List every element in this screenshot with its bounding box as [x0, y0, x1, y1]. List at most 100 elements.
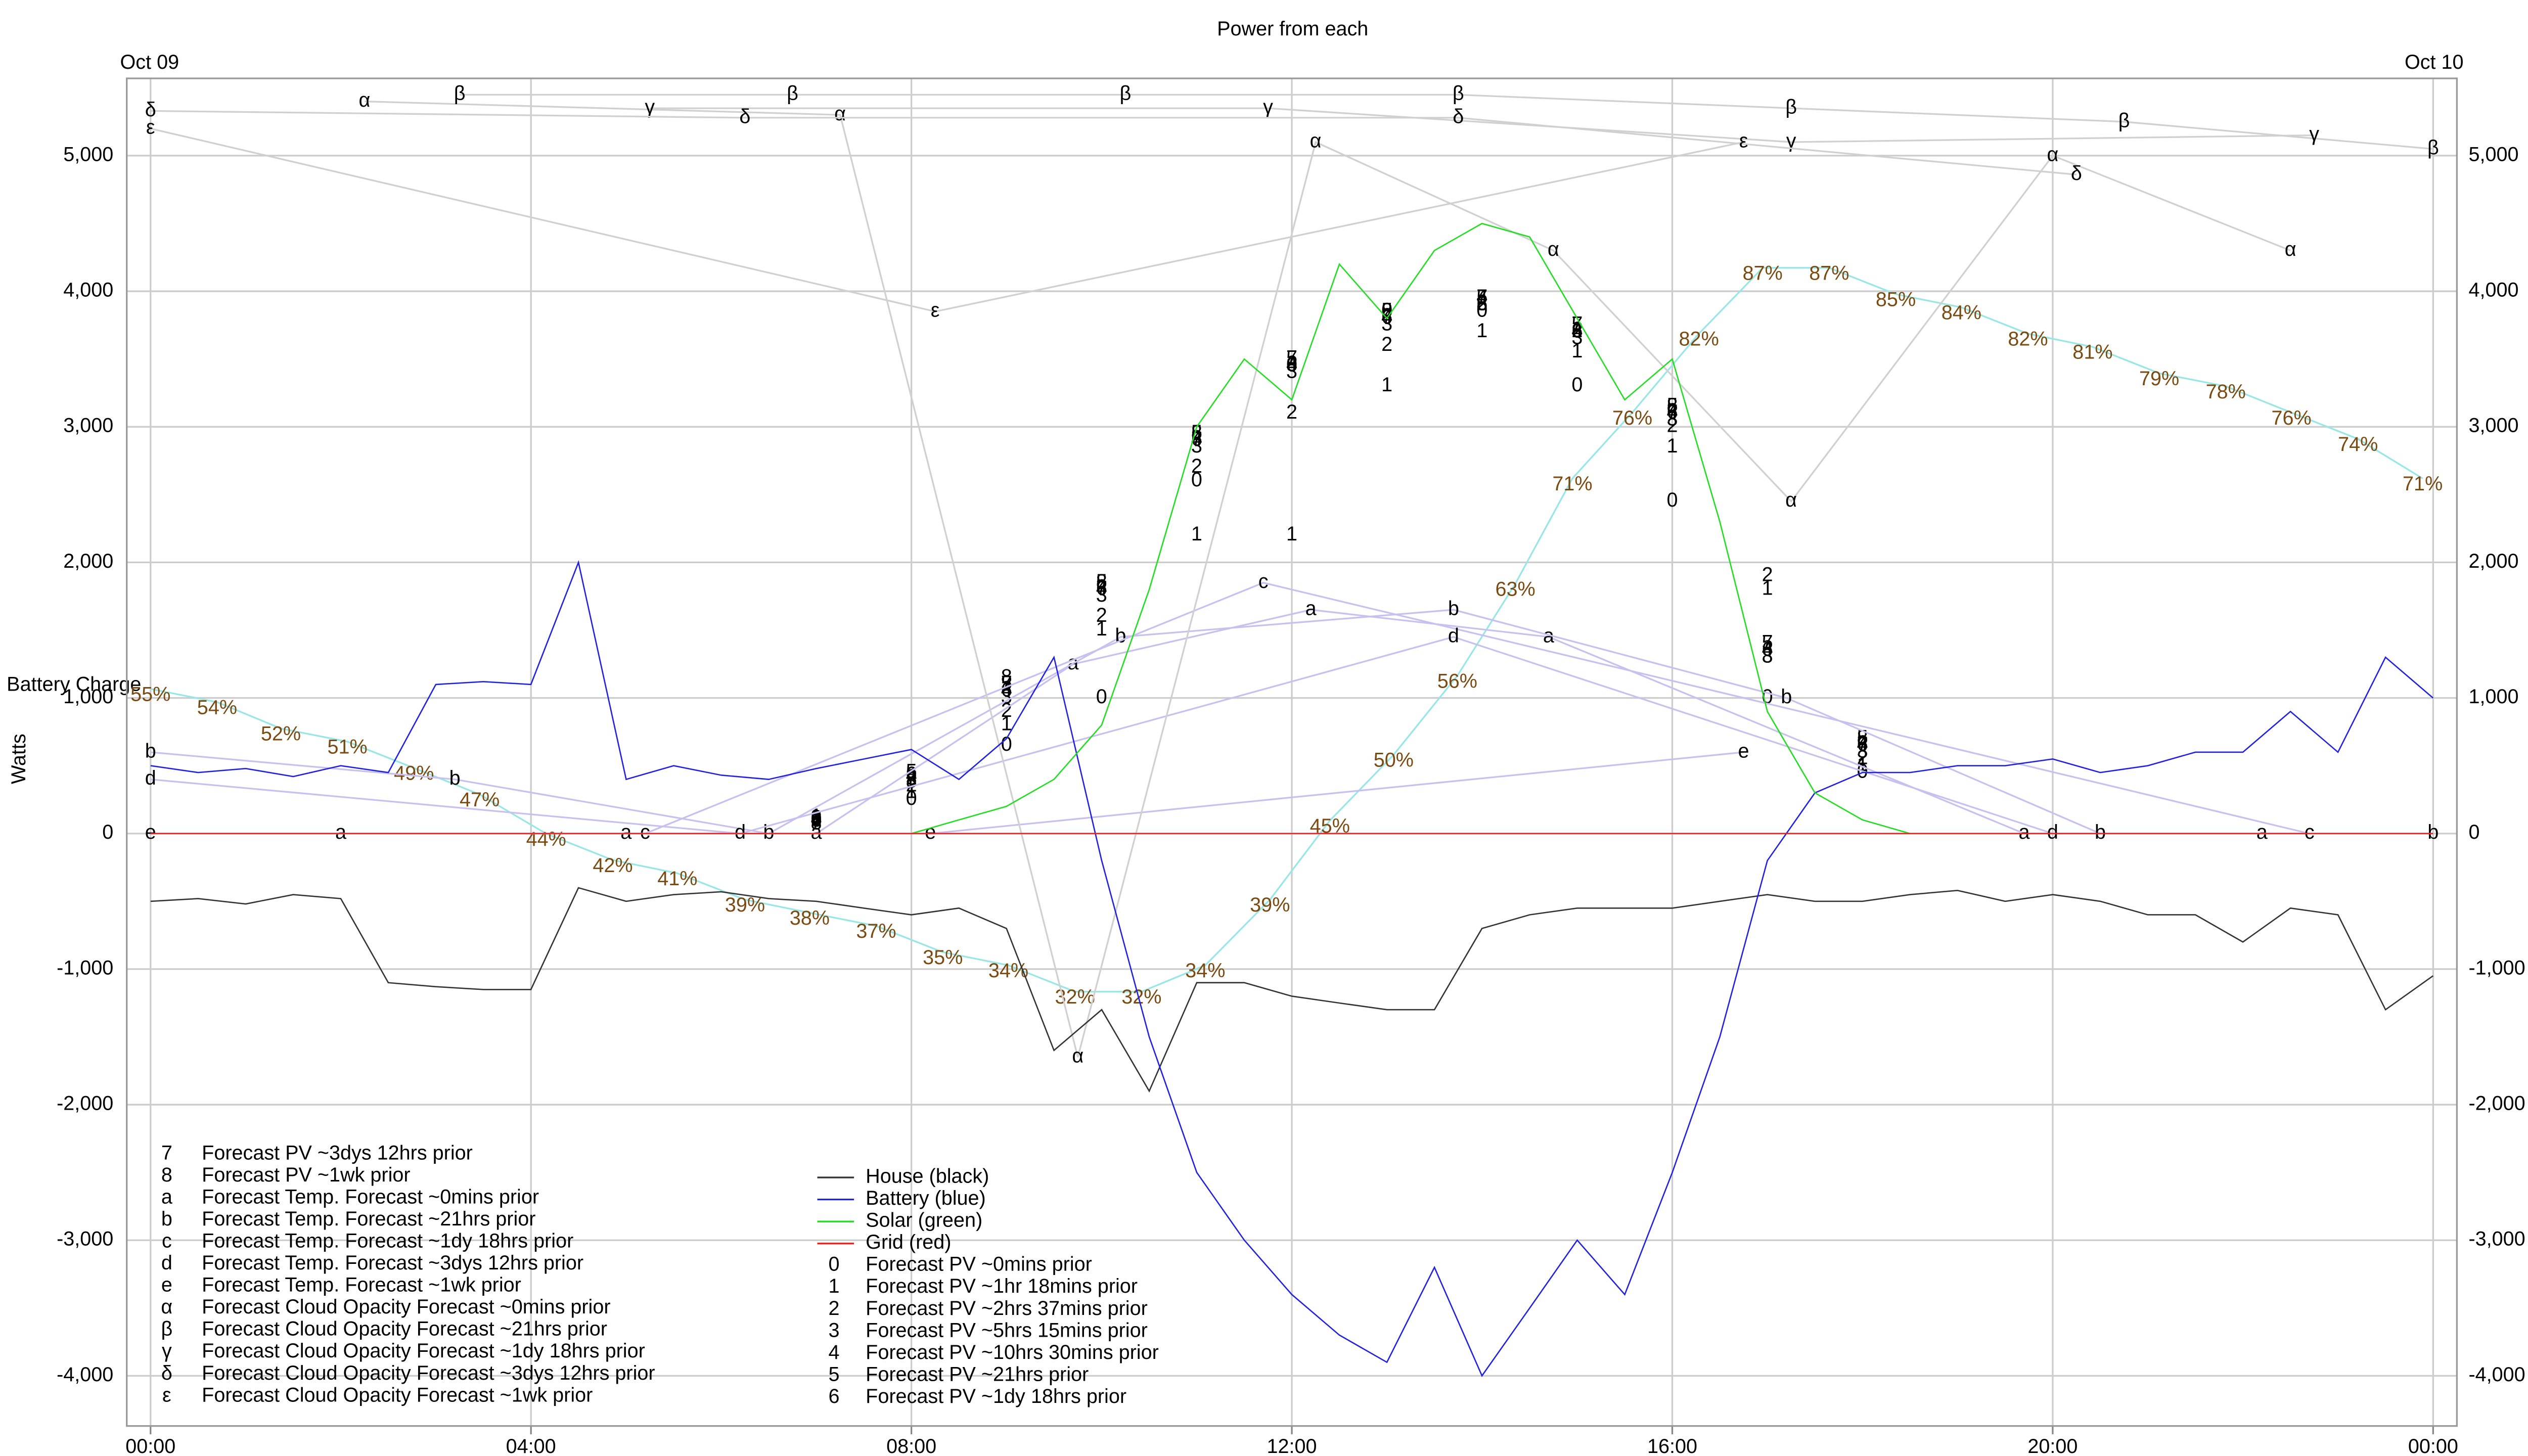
series-marker: ε [1739, 130, 1748, 152]
battery-charge-label: 32% [1121, 986, 1161, 1008]
series-marker: 6 [1001, 679, 1012, 701]
series-marker: 2 [1096, 604, 1107, 626]
legend-label: House (black) [866, 1165, 989, 1188]
legend-marker: 5 [828, 1363, 839, 1385]
y2-tick-label: -4,000 [2468, 1363, 2525, 1386]
series-marker: 4 [1857, 733, 1868, 755]
legend-marker: α [161, 1296, 172, 1318]
series-marker: δ [2071, 162, 2082, 185]
series-marker: 7 [1857, 733, 1868, 755]
start-date: Oct 09 [120, 51, 179, 73]
battery-charge-label: 55% [130, 684, 170, 706]
battery-charge-label: 54% [197, 697, 237, 719]
battery-charge-label: 44% [526, 828, 566, 850]
series-marker: 7 [1666, 401, 1678, 423]
legend-marker: 4 [828, 1341, 839, 1363]
series-marker: 2 [906, 774, 917, 796]
legend-marker: b [161, 1208, 172, 1230]
legend-marker: 1 [828, 1275, 839, 1297]
plot-frame [126, 77, 2458, 1427]
series-marker: 6 [1381, 306, 1392, 328]
legend-marker: c [162, 1230, 172, 1252]
chart-title: Power from each [1217, 18, 1368, 40]
series-marker: 1 [1381, 374, 1392, 396]
y-tick-label: 1,000 [63, 686, 113, 708]
battery-charge-label: 71% [2403, 473, 2443, 495]
series-line [150, 127, 1744, 312]
series-marker: 5 [1762, 631, 1773, 654]
battery-charge-label: 34% [988, 960, 1028, 982]
legend-label: Forecast Temp. Forecast ~3dys 12hrs prio… [202, 1252, 583, 1274]
series-marker: c [640, 821, 650, 843]
series-marker: 7 [811, 810, 822, 833]
series-marker: b [145, 740, 156, 762]
series-marker: 8 [1762, 645, 1773, 667]
series-marker: e [145, 821, 156, 843]
battery-charge-label: 56% [1437, 670, 1477, 693]
series-marker: 1 [1096, 618, 1107, 640]
series-marker: 4 [1762, 638, 1773, 660]
series-marker: ε [931, 299, 940, 322]
series-marker: 4 [1571, 320, 1583, 342]
series-marker: 7 [1381, 306, 1392, 328]
series-marker: c [1258, 570, 1269, 593]
series-marker: 3 [1381, 313, 1392, 335]
series-marker: γ [1263, 96, 1273, 118]
legend-marker: δ [161, 1362, 172, 1384]
series-marker: 3 [1096, 584, 1107, 606]
series-marker: 5 [1096, 570, 1107, 593]
y-tick-label: 2,000 [63, 550, 113, 572]
y-axis-label: Watts [8, 734, 30, 784]
battery-charge-label: 49% [394, 762, 434, 785]
battery-charge-label: 47% [460, 789, 500, 811]
series-marker: 2 [1857, 747, 1868, 769]
series-marker: 7 [1096, 577, 1107, 599]
series-marker: 7 [1762, 631, 1773, 654]
battery-charge-label: 37% [856, 920, 896, 942]
series-marker: 6 [1857, 733, 1868, 755]
series-marker: d [145, 767, 156, 789]
series-marker: 8 [1001, 665, 1012, 688]
legend-marker: ε [162, 1384, 171, 1406]
series-marker: 2 [1666, 415, 1678, 437]
series-marker: 2 [1286, 401, 1297, 423]
y-tick-label: -4,000 [57, 1363, 113, 1386]
y2-tick-label: 5,000 [2468, 143, 2518, 165]
legend-label: Forecast Temp. Forecast ~21hrs prior [202, 1208, 535, 1230]
series-marker: 6 [1666, 401, 1678, 423]
series-marker: 1 [1001, 713, 1012, 735]
y-tick-label: -1,000 [57, 957, 113, 979]
battery-charge-label: Battery Charge [7, 673, 141, 695]
battery-charge-label: 39% [1250, 894, 1290, 916]
series-marker: b [2095, 821, 2106, 843]
series-marker: 4 [1286, 353, 1297, 376]
legend-marker: d [161, 1252, 172, 1274]
x-tick-label: 20:00 [2027, 1435, 2078, 1456]
y2-tick-label: 3,000 [2468, 415, 2518, 437]
series-marker: δ [1453, 105, 1464, 127]
series-marker: 2 [1001, 699, 1012, 721]
series-marker: 0 [1001, 733, 1012, 755]
series-marker: 3 [1286, 360, 1297, 382]
legend-marker: a [161, 1186, 173, 1208]
series-marker: 0 [906, 787, 917, 809]
legend-label: Solar (green) [866, 1209, 982, 1232]
legend-label: Forecast Cloud Opacity Forecast ~1wk pri… [202, 1384, 593, 1406]
series-marker: β [1453, 82, 1464, 105]
series-marker: 6 [1571, 320, 1583, 342]
y2-tick-label: 1,000 [2468, 686, 2518, 708]
y-tick-label: 4,000 [63, 279, 113, 301]
series-line [645, 581, 2310, 835]
series-marker: 6 [1096, 577, 1107, 599]
legend-marker: β [161, 1318, 173, 1340]
series-marker: 1 [1476, 320, 1487, 342]
series-line [150, 609, 2433, 835]
series-line [460, 94, 2433, 150]
series-marker: α [2047, 143, 2058, 165]
series-marker: γ [1786, 130, 1796, 152]
legend-label: Forecast Cloud Opacity Forecast ~21hrs p… [202, 1318, 607, 1340]
legend-label: Forecast PV ~3dys 12hrs prior [202, 1142, 473, 1164]
series-marker: δ [145, 99, 156, 121]
series-line [150, 560, 2434, 1377]
battery-charge-label: 76% [2271, 407, 2311, 429]
